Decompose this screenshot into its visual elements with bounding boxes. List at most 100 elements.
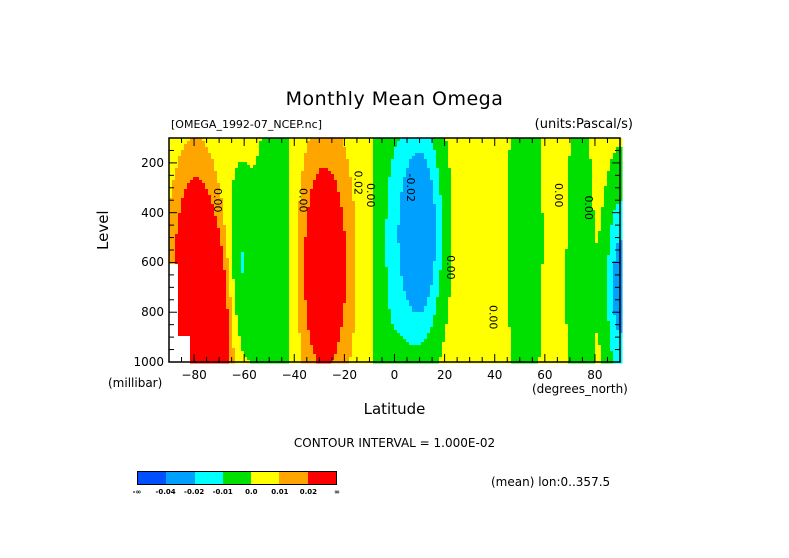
contour-cell <box>205 225 209 229</box>
contour-cell <box>274 357 278 361</box>
contour-cell <box>190 228 194 232</box>
contour-cell <box>178 258 182 262</box>
contour-cell <box>241 354 245 358</box>
contour-cell <box>343 261 347 265</box>
contour-cell <box>211 210 215 214</box>
contour-cell <box>301 351 305 355</box>
contour-cell <box>187 342 191 346</box>
contour-cell <box>304 288 308 292</box>
contour-cell <box>301 171 305 175</box>
contour-cell <box>229 153 233 157</box>
contour-cell <box>346 336 350 340</box>
contour-cell <box>178 276 182 280</box>
contour-cell <box>178 216 182 220</box>
contour-cell <box>310 216 314 220</box>
contour-cell <box>319 306 323 310</box>
contour-cell <box>277 246 281 250</box>
contour-cell <box>295 141 299 145</box>
contour-cell <box>271 276 275 280</box>
contour-cell <box>232 237 236 241</box>
contour-cell <box>250 147 254 151</box>
contour-cell <box>328 225 332 229</box>
contour-cell <box>358 150 362 154</box>
contour-cell <box>268 207 272 211</box>
contour-cell <box>271 240 275 244</box>
contour-cell <box>181 351 185 355</box>
contour-cell <box>361 267 365 271</box>
contour-cell <box>337 207 341 211</box>
contour-cell <box>337 174 341 178</box>
contour-cell <box>241 207 245 211</box>
contour-cell <box>361 186 365 190</box>
contour-cell <box>304 207 308 211</box>
contour-cell <box>172 147 176 151</box>
contour-cell <box>229 234 233 238</box>
contour-cell <box>337 198 341 202</box>
contour-cell <box>259 276 263 280</box>
contour-cell <box>322 258 326 262</box>
contour-cell <box>361 318 365 322</box>
contour-cell <box>355 324 359 328</box>
contour-cell <box>316 156 320 160</box>
contour-cell <box>217 231 221 235</box>
contour-cell <box>289 315 293 319</box>
contour-cell <box>262 351 266 355</box>
contour-cell <box>259 174 263 178</box>
contour-cell <box>244 186 248 190</box>
contour-cell <box>358 330 362 334</box>
contour-cell <box>292 156 296 160</box>
contour-cell <box>181 168 185 172</box>
contour-cell <box>289 231 293 235</box>
contour-cell <box>289 345 293 349</box>
contour-cell <box>319 243 323 247</box>
contour-cell <box>298 156 302 160</box>
contour-cell <box>343 273 347 277</box>
contour-cell <box>223 237 227 241</box>
contour-cell <box>193 213 197 217</box>
contour-cell <box>289 198 293 202</box>
contour-cell <box>286 165 290 169</box>
contour-cell <box>292 255 296 259</box>
contour-cell <box>199 228 203 232</box>
contour-cell <box>205 255 209 259</box>
contour-cell <box>205 216 209 220</box>
contour-cell <box>253 201 257 205</box>
contour-cell <box>268 297 272 301</box>
contour-cell <box>178 333 182 337</box>
contour-cell <box>289 195 293 199</box>
contour-cell <box>304 183 308 187</box>
contour-cell <box>331 357 335 361</box>
contour-cell <box>196 273 200 277</box>
contour-cell <box>316 213 320 217</box>
contour-cell <box>292 183 296 187</box>
contour-cell <box>211 279 215 283</box>
contour-cell <box>316 198 320 202</box>
contour-cell <box>280 309 284 313</box>
contour-cell <box>352 309 356 313</box>
contour-cell <box>355 348 359 352</box>
contour-cell <box>226 195 230 199</box>
contour-cell <box>208 276 212 280</box>
contour-cell <box>298 192 302 196</box>
contour-cell <box>202 219 206 223</box>
contour-cell <box>202 276 206 280</box>
contour-cell <box>220 234 224 238</box>
contour-cell <box>367 177 371 181</box>
contour-cell <box>319 159 323 163</box>
contour-cell <box>274 237 278 241</box>
contour-cell <box>334 285 338 289</box>
contour-cell <box>346 201 350 205</box>
contour-cell <box>259 192 263 196</box>
contour-cell <box>328 237 332 241</box>
contour-cell <box>223 150 227 154</box>
contour-cell <box>310 312 314 316</box>
contour-cell <box>268 309 272 313</box>
contour-cell <box>295 174 299 178</box>
contour-cell <box>352 159 356 163</box>
contour-cell <box>172 306 176 310</box>
contour-cell <box>187 180 191 184</box>
contour-cell <box>352 162 356 166</box>
contour-cell <box>346 210 350 214</box>
contour-cell <box>313 294 317 298</box>
contour-cell <box>361 210 365 214</box>
